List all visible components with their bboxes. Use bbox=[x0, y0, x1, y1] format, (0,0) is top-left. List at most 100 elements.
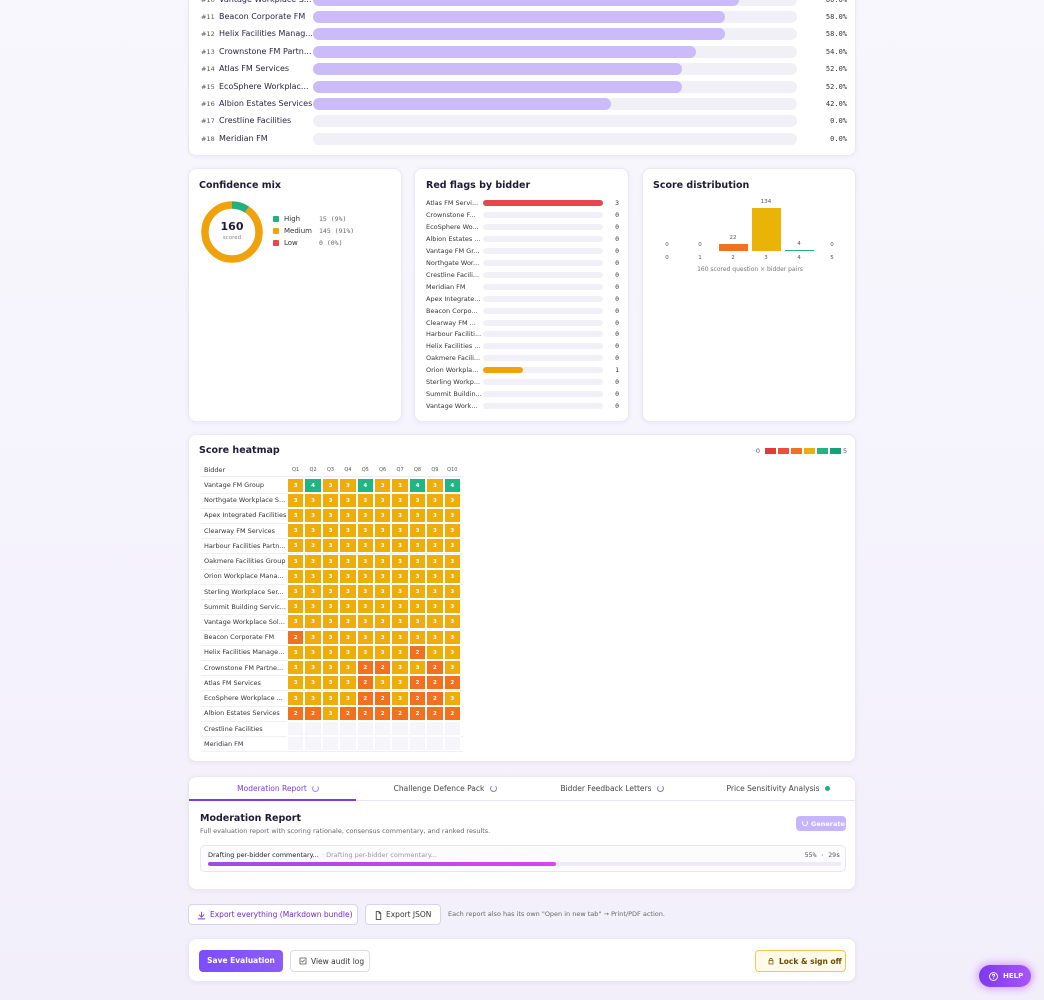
scale-swatch bbox=[765, 448, 776, 454]
legend-label: Low bbox=[284, 239, 298, 247]
tab[interactable]: Challenge Defence Pack bbox=[356, 777, 523, 801]
icon bbox=[989, 971, 998, 981]
save-button[interactable]: Save Evaluation bbox=[199, 950, 283, 972]
bidder-name: Crestline Facilities bbox=[204, 724, 263, 733]
heat-cell: 2 bbox=[304, 705, 322, 721]
heat-cell: 3 bbox=[304, 568, 322, 584]
heat-cell: 4 bbox=[356, 477, 374, 493]
cell-value: 2 bbox=[363, 680, 368, 687]
flag-track bbox=[483, 403, 603, 410]
cell-value: 2 bbox=[432, 710, 437, 717]
cell-value: 3 bbox=[328, 512, 333, 519]
dist-caption: 160 scored question × bidder pairs bbox=[697, 266, 803, 273]
bidder-name: Vantage Workplace S... bbox=[219, 0, 311, 6]
cell-value: 3 bbox=[380, 543, 385, 550]
cell-value: 3 bbox=[293, 512, 298, 519]
heat-cell: 3 bbox=[443, 690, 461, 706]
progress-fill bbox=[208, 862, 557, 866]
lock-button[interactable]: Lock & sign off bbox=[755, 950, 846, 972]
cell-value: 3 bbox=[432, 512, 437, 519]
cell-value: 3 bbox=[311, 665, 315, 672]
bidder-name: Beacon Corporate FM bbox=[204, 633, 275, 642]
heat-cell: 3 bbox=[321, 660, 340, 676]
heat-cell: 2 bbox=[426, 690, 444, 706]
card-title: Red flags by bidder bbox=[426, 180, 531, 191]
tab[interactable]: Bidder Feedback Letters bbox=[523, 777, 690, 801]
export-note: Each report also has its own "Open in ne… bbox=[448, 910, 665, 918]
heat-cell bbox=[374, 721, 392, 737]
flag-track bbox=[483, 379, 603, 386]
heat-cell: 3 bbox=[426, 492, 444, 508]
cell-value: 3 bbox=[311, 497, 315, 504]
card-title: Score distribution bbox=[653, 180, 750, 191]
column-label: Q6 bbox=[379, 467, 387, 473]
heat-cell: 3 bbox=[287, 523, 305, 539]
cell-value: 3 bbox=[415, 497, 420, 504]
export-bundle-button[interactable]: Export everything (Markdown bundle) bbox=[188, 904, 358, 925]
cell-value: 3 bbox=[328, 543, 333, 550]
score-bar bbox=[313, 98, 612, 110]
heat-cell: 2 bbox=[443, 705, 461, 721]
heat-cell: 3 bbox=[304, 507, 322, 523]
cell-value: 3 bbox=[432, 573, 437, 580]
heat-cell: 3 bbox=[374, 644, 392, 660]
audit-button[interactable]: View audit log bbox=[290, 950, 370, 972]
cell-value: 3 bbox=[293, 573, 298, 580]
heat-cell: 2 bbox=[356, 660, 374, 676]
heat-cell: 3 bbox=[391, 568, 409, 584]
legend-label: High bbox=[284, 215, 301, 223]
flag-track bbox=[483, 367, 603, 374]
cell-value: 3 bbox=[450, 649, 455, 656]
heat-cell: 3 bbox=[356, 644, 374, 660]
bidder-name: Albion Estates Services bbox=[219, 99, 313, 108]
bidder-name: EcoSphere Workplace ... bbox=[204, 694, 283, 703]
heat-cell: 3 bbox=[339, 477, 357, 493]
bidder-name: Beacon Corporate FM bbox=[219, 12, 306, 21]
heat-cell: 3 bbox=[426, 523, 444, 539]
cell-value: 3 bbox=[398, 497, 402, 504]
cell-value: 3 bbox=[311, 512, 315, 519]
heat-cell: 3 bbox=[304, 660, 322, 676]
export-json-button[interactable]: Export JSON bbox=[365, 904, 441, 925]
bidder-name: EcoSphere Workplac... bbox=[219, 81, 309, 91]
bidder-name: Apex Integrated Facilities bbox=[204, 511, 287, 520]
score-bar bbox=[313, 45, 697, 58]
score-label: 52.0% bbox=[825, 82, 847, 91]
cell-value: 3 bbox=[398, 634, 402, 641]
flag-count: 3 bbox=[615, 199, 619, 207]
bidder-name: Apex Integrate... bbox=[426, 294, 481, 303]
status-dot bbox=[824, 786, 830, 791]
tab[interactable]: Price Sensitivity Analysis bbox=[690, 777, 857, 801]
score-label: 0.0% bbox=[830, 134, 847, 143]
dist-category: 2 bbox=[731, 255, 735, 261]
flag-track bbox=[483, 271, 603, 278]
flag-track bbox=[483, 211, 603, 218]
heat-cell: 3 bbox=[287, 675, 305, 691]
score-label: 42.0% bbox=[825, 100, 847, 108]
icon-path bbox=[299, 957, 307, 965]
cell-value: 3 bbox=[432, 604, 437, 611]
cell-value: 3 bbox=[328, 680, 333, 687]
help-button[interactable]: HELP bbox=[979, 965, 1031, 987]
heat-cell: 3 bbox=[374, 584, 392, 600]
heat-cell: 3 bbox=[374, 568, 392, 584]
cell-value: 2 bbox=[415, 695, 420, 702]
heatmap-card: Score heatmap 0 5 Bidder Q1 Q2 Q3 Q4 Q5 Q6 Q7 Q8 Q9 Q… bbox=[188, 434, 856, 762]
heat-cell: 3 bbox=[443, 584, 461, 600]
cell-value: 3 bbox=[398, 573, 402, 580]
generate-button[interactable]: Generate bbox=[796, 816, 846, 831]
bidder-name: Northgate Wor... bbox=[426, 258, 480, 267]
heat-cell: 3 bbox=[443, 523, 461, 539]
heat-cell: 3 bbox=[287, 644, 305, 660]
heat-cell: 3 bbox=[339, 568, 357, 584]
flag-track bbox=[483, 331, 603, 338]
heat-cell: 3 bbox=[374, 523, 392, 539]
tab[interactable]: Moderation Report bbox=[189, 777, 356, 801]
cell-value: 3 bbox=[380, 589, 385, 596]
bidder-name: Albion Estates Services bbox=[204, 709, 280, 718]
heat-cell: 3 bbox=[391, 690, 409, 706]
flag-count: 0 bbox=[615, 402, 619, 411]
heat-cell: 3 bbox=[356, 553, 374, 569]
score-distribution-card: Score distribution 0 0 0 1 22 2 134 3 4 4 0 5 160 sco… bbox=[642, 168, 856, 422]
